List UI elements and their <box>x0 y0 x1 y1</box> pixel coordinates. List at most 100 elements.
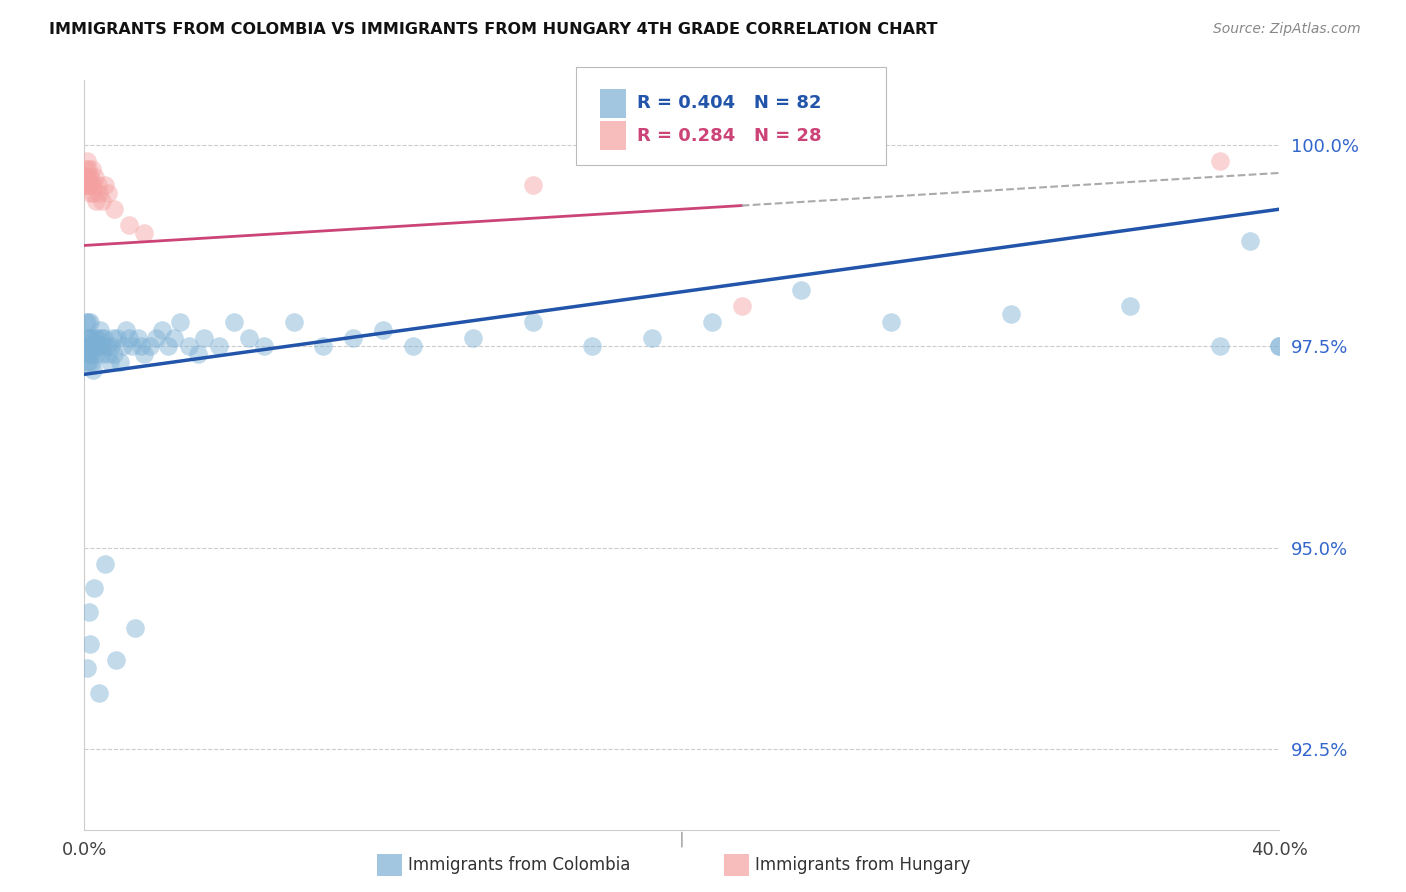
Point <box>97 186 120 200</box>
Point <box>76 355 98 369</box>
Point <box>79 355 101 369</box>
Point <box>880 315 903 329</box>
Point <box>77 178 100 192</box>
Point <box>90 331 112 345</box>
Point <box>700 315 723 329</box>
Point <box>522 178 544 192</box>
Point <box>1268 339 1291 353</box>
Point <box>83 331 105 345</box>
Point <box>283 315 305 329</box>
Point <box>105 331 128 345</box>
Point <box>1239 235 1261 249</box>
Point <box>132 347 156 361</box>
Point <box>112 339 135 353</box>
Point <box>79 169 101 184</box>
Point <box>75 178 97 192</box>
Point <box>91 194 114 208</box>
Point <box>77 169 100 184</box>
Point <box>79 331 101 345</box>
Point <box>373 323 395 337</box>
Point <box>75 339 97 353</box>
Point <box>98 355 121 369</box>
Point <box>79 186 101 200</box>
Point <box>94 557 117 571</box>
Point <box>402 339 425 353</box>
Point <box>80 339 103 353</box>
Point <box>94 178 117 192</box>
Point <box>82 355 104 369</box>
Point <box>79 315 101 329</box>
Point <box>96 339 118 353</box>
Point <box>75 331 97 345</box>
Point <box>641 331 664 345</box>
Point <box>1000 307 1022 321</box>
Text: Immigrants from Hungary: Immigrants from Hungary <box>755 856 970 874</box>
Point <box>1268 339 1291 353</box>
Text: Immigrants from Colombia: Immigrants from Colombia <box>408 856 630 874</box>
Point <box>1209 339 1232 353</box>
Point <box>75 315 97 329</box>
Point <box>115 323 138 337</box>
Point <box>103 347 125 361</box>
Point <box>77 315 100 329</box>
Point <box>1119 299 1142 313</box>
Point <box>87 339 110 353</box>
Point <box>83 581 105 595</box>
Point <box>89 186 111 200</box>
Point <box>101 331 124 345</box>
Point <box>177 339 200 353</box>
Point <box>76 661 98 675</box>
Point <box>169 315 191 329</box>
Point <box>83 169 105 184</box>
Point <box>187 347 209 361</box>
Point <box>145 331 167 345</box>
Point <box>118 219 141 233</box>
Point <box>150 323 173 337</box>
Point <box>75 169 97 184</box>
Point <box>86 347 108 361</box>
Point <box>139 339 162 353</box>
Point <box>77 161 100 176</box>
Text: Source: ZipAtlas.com: Source: ZipAtlas.com <box>1213 22 1361 37</box>
Point <box>461 331 484 345</box>
Point <box>253 339 276 353</box>
Point <box>91 339 114 353</box>
Point <box>157 339 180 353</box>
Point <box>129 339 152 353</box>
Point <box>76 153 98 168</box>
Point <box>104 653 127 667</box>
Point <box>238 331 260 345</box>
Point <box>312 339 335 353</box>
Point <box>89 323 111 337</box>
Point <box>89 339 111 353</box>
Point <box>80 161 103 176</box>
Point <box>118 331 141 345</box>
Point <box>790 283 813 297</box>
Point <box>84 339 107 353</box>
Point <box>163 331 186 345</box>
Point <box>82 363 104 377</box>
Point <box>93 331 115 345</box>
Point <box>193 331 215 345</box>
Point <box>86 331 108 345</box>
Point <box>76 169 98 184</box>
Point <box>121 339 143 353</box>
Point <box>1209 153 1232 168</box>
Point <box>522 315 544 329</box>
Point <box>77 331 100 345</box>
Point <box>87 178 110 192</box>
Point <box>77 339 100 353</box>
Point <box>127 331 149 345</box>
Point <box>76 178 98 192</box>
Text: R = 0.284   N = 28: R = 0.284 N = 28 <box>637 127 821 145</box>
Point <box>79 637 101 651</box>
Point <box>77 347 100 361</box>
Point <box>132 227 156 241</box>
Point <box>342 331 364 345</box>
Point <box>90 347 112 361</box>
Point <box>97 347 120 361</box>
Point <box>86 194 108 208</box>
Point <box>100 339 122 353</box>
Text: R = 0.404   N = 82: R = 0.404 N = 82 <box>637 95 821 112</box>
Point <box>208 339 231 353</box>
